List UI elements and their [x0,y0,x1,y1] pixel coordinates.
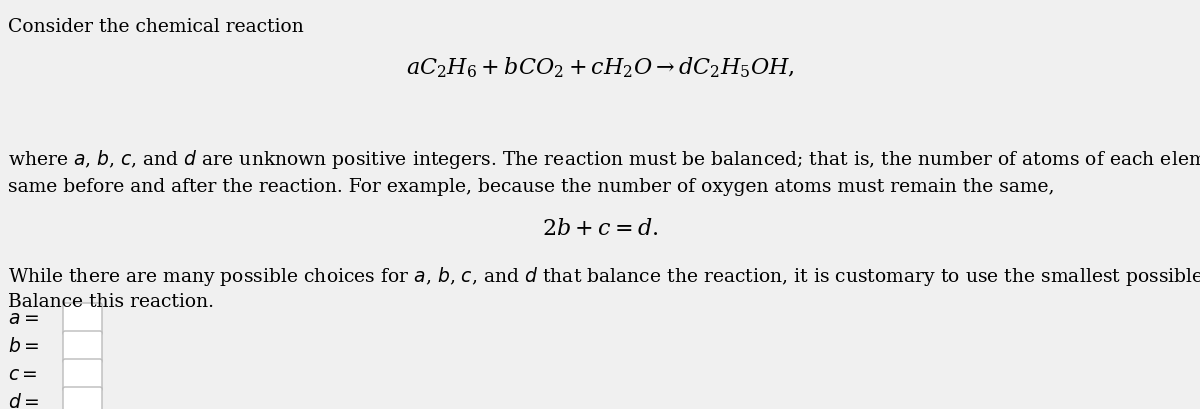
Text: Consider the chemical reaction: Consider the chemical reaction [8,18,304,36]
Text: $b =$: $b =$ [8,337,40,357]
FancyBboxPatch shape [64,359,102,391]
Text: Balance this reaction.: Balance this reaction. [8,293,214,311]
FancyBboxPatch shape [64,303,102,335]
Text: $a =$: $a =$ [8,310,38,328]
Text: same before and after the reaction. For example, because the number of oxygen at: same before and after the reaction. For … [8,178,1055,196]
FancyBboxPatch shape [64,331,102,363]
FancyBboxPatch shape [64,387,102,409]
Text: While there are many possible choices for $a$, $b$, $c$, and $d$ that balance th: While there are many possible choices fo… [8,265,1200,288]
Text: $c =$: $c =$ [8,366,37,384]
Text: $d =$: $d =$ [8,393,40,409]
Text: $aC_2H_6 + bCO_2 + cH_2O \rightarrow dC_2H_5OH,$: $aC_2H_6 + bCO_2 + cH_2O \rightarrow dC_… [406,55,794,80]
Text: where $a$, $b$, $c$, and $d$ are unknown positive integers. The reaction must be: where $a$, $b$, $c$, and $d$ are unknown… [8,148,1200,171]
Text: $2b + c = d.$: $2b + c = d.$ [542,218,658,240]
